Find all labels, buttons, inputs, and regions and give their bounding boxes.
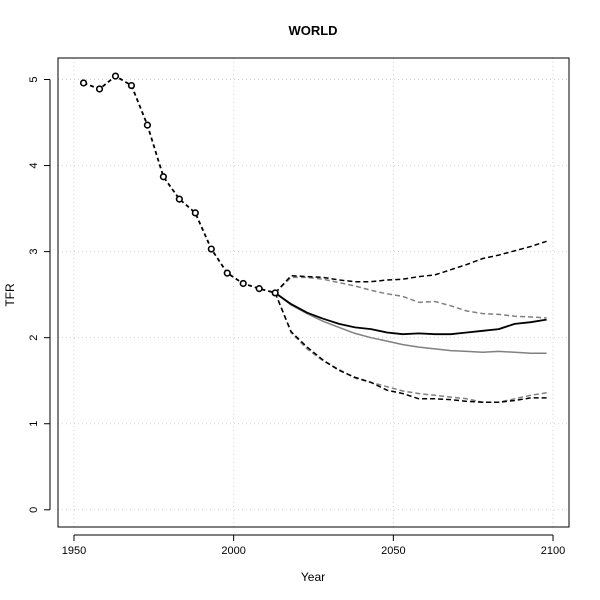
observed-point (255, 285, 263, 293)
y-tick-label: 1 (28, 421, 40, 427)
plot-frame (57, 57, 570, 528)
observed-point (95, 85, 104, 93)
observed-point (175, 195, 183, 203)
observed-point (207, 245, 215, 253)
observed-point (191, 209, 199, 217)
observed-point (127, 81, 136, 90)
series-line-median (274, 292, 547, 336)
observed-point (143, 121, 152, 129)
series-layer (79, 72, 547, 403)
series-line-median-alt (274, 292, 547, 354)
x-tick-label: 2000 (221, 545, 245, 557)
series-line-lower-alt (274, 292, 547, 403)
grid (58, 58, 569, 527)
y-tick-label: 4 (28, 163, 40, 169)
y-tick-label: 0 (28, 507, 40, 513)
x-tick-label: 1950 (62, 545, 86, 557)
observed-point (111, 72, 120, 80)
observed-point (271, 289, 279, 297)
observed-point (79, 79, 88, 87)
observed-point (239, 279, 247, 288)
x-tick-label: 2050 (381, 545, 405, 557)
series-line-upper-bound (274, 240, 547, 294)
x-axis-label: Year (301, 570, 325, 584)
observed-point (159, 173, 167, 181)
x-tick-label: 2100 (541, 545, 565, 557)
chart-title: WORLD (288, 23, 337, 38)
series-line-upper-alt (274, 276, 547, 319)
y-tick-label: 2 (28, 335, 40, 341)
y-tick-label: 5 (28, 76, 40, 82)
y-tick-label: 3 (28, 249, 40, 255)
observed-point (223, 269, 231, 277)
series-line-lower-bound (274, 292, 547, 403)
y-axis-label: TFR (3, 283, 17, 307)
series-line-observed (83, 75, 276, 294)
axes: 1950 2000 2050 2100 0 1 2 3 4 5 (28, 76, 565, 557)
